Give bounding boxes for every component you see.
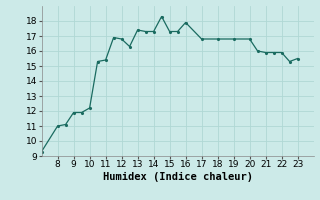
X-axis label: Humidex (Indice chaleur): Humidex (Indice chaleur) <box>103 172 252 182</box>
